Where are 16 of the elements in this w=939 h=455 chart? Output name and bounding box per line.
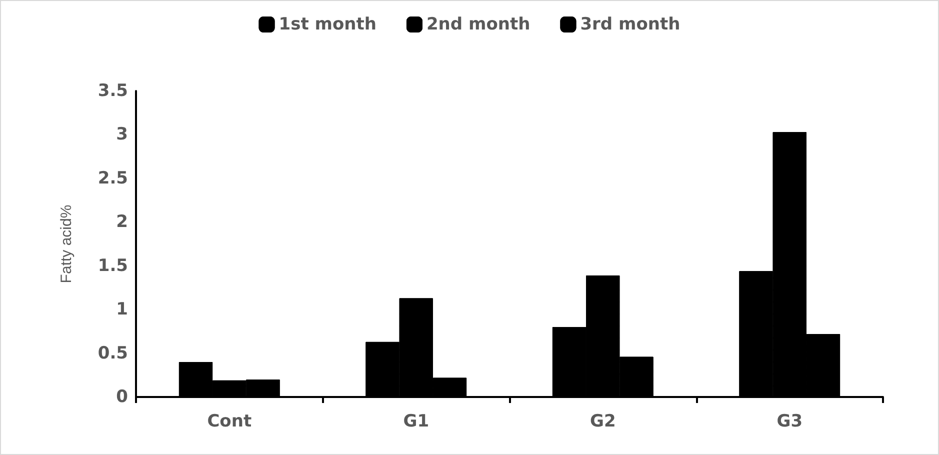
y-tick-label: 3.5	[98, 81, 128, 101]
y-tick-label: 3	[116, 124, 128, 145]
x-tick-label: G2	[590, 412, 616, 432]
legend-label: 2nd month	[426, 14, 530, 34]
y-tick-label: 2.5	[98, 168, 128, 188]
y-tick-label: 1.5	[98, 256, 128, 276]
x-tick-label: Cont	[207, 412, 252, 432]
legend-label: 1st month	[278, 14, 376, 34]
x-tick-label: G1	[403, 412, 430, 432]
x-tick-label: G3	[776, 412, 803, 432]
y-axis-title: Fatty acid%	[58, 204, 75, 284]
y-tick-label: 0	[116, 387, 128, 407]
y-tick-label: 1	[116, 300, 128, 320]
y-tick-label: 0.5	[98, 343, 128, 364]
y-tick-label: 2	[116, 212, 128, 232]
legend-label: 3rd month	[580, 14, 680, 34]
